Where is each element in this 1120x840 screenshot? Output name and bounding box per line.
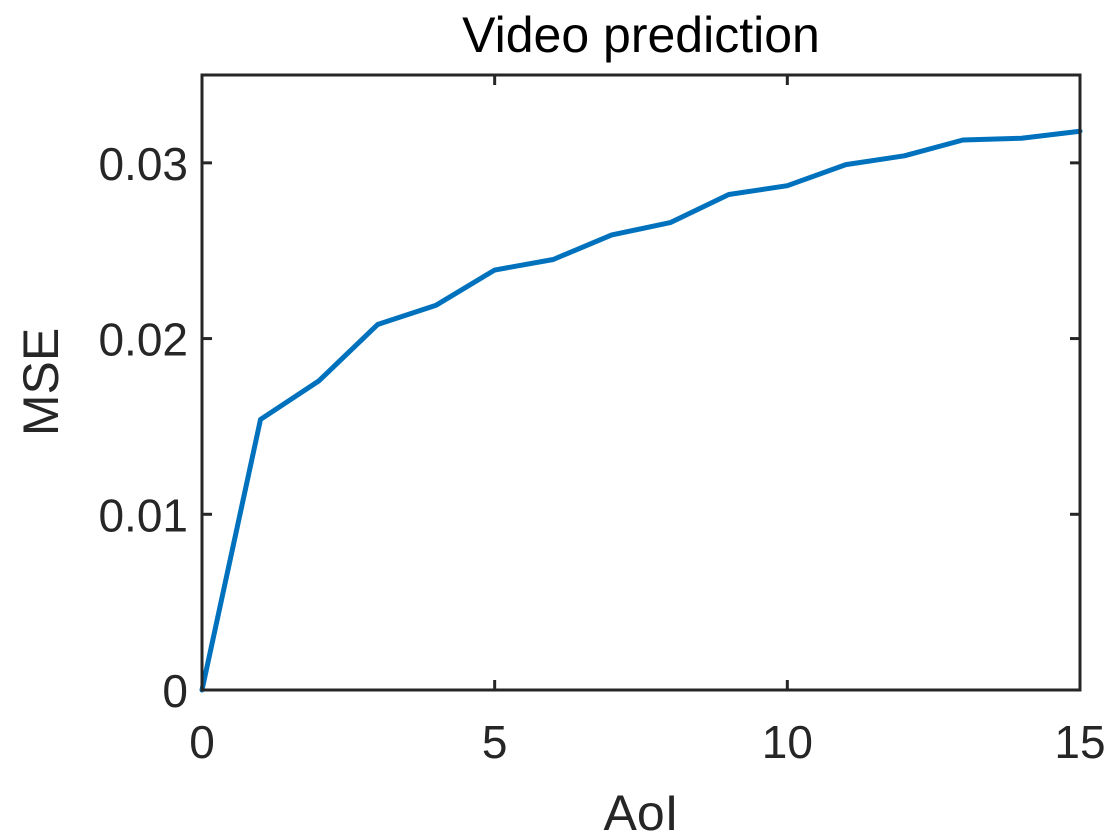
series-line-0 (199, 128, 1083, 693)
chart-title: Video prediction (462, 7, 820, 63)
y-axis-title: MSE (13, 328, 69, 436)
x-tick-label: 15 (1054, 716, 1105, 768)
axes-box (200, 73, 1082, 692)
x-tick-label: 0 (189, 716, 215, 768)
plot-area (202, 75, 1080, 690)
x-tick-label: 5 (482, 716, 508, 768)
ticks-layer: 0 5 10 15 0 0.01 0.02 0.03 (98, 75, 1106, 768)
y-tick-label: 0 (162, 665, 188, 717)
x-tick-label: 10 (762, 716, 813, 768)
y-tick-label: 0.03 (98, 138, 188, 190)
y-tick-label: 0.01 (98, 489, 188, 541)
x-axis-title: AoI (603, 785, 678, 840)
axes-frame (200, 73, 1082, 692)
plot-background (202, 75, 1080, 690)
series-layer (199, 128, 1083, 693)
y-tick-label: 0.02 (98, 314, 188, 366)
